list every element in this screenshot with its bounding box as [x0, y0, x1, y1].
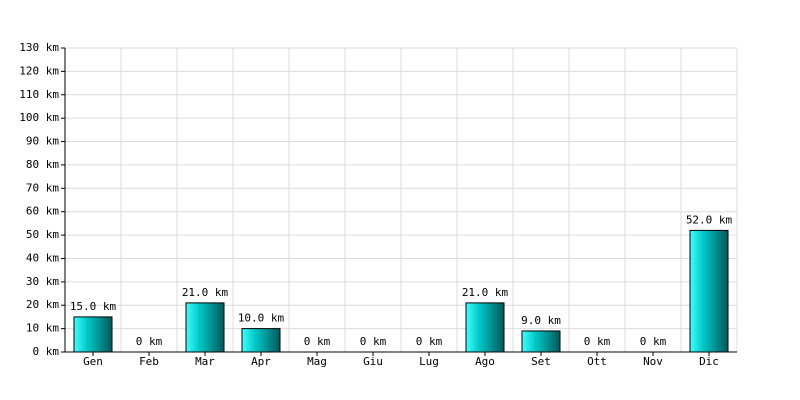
bar: [73, 316, 113, 353]
value-label: 0 km: [360, 335, 387, 348]
value-label: 0 km: [640, 335, 667, 348]
value-label: 52.0 km: [686, 213, 733, 226]
x-tick-label: Mar: [195, 355, 215, 368]
bar: [689, 229, 729, 353]
y-tick-label: 80 km: [26, 158, 59, 171]
value-label: 10.0 km: [238, 312, 285, 325]
value-label: 21.0 km: [462, 286, 509, 299]
y-tick-label: 90 km: [26, 135, 59, 148]
x-tick-label: Giu: [363, 355, 383, 368]
x-tick-label: Mag: [307, 355, 327, 368]
value-label: 0 km: [304, 335, 331, 348]
x-tick-label: Lug: [419, 355, 439, 368]
y-tick-label: 0 km: [33, 345, 60, 358]
x-tick-label: Nov: [643, 355, 663, 368]
y-tick-label: 40 km: [26, 251, 59, 264]
x-tick-label: Feb: [139, 355, 159, 368]
y-tick-label: 50 km: [26, 228, 59, 241]
x-tick-label: Gen: [83, 355, 103, 368]
value-label: 9.0 km: [521, 314, 561, 327]
value-label: 0 km: [416, 335, 443, 348]
y-tick-label: 10 km: [26, 322, 59, 335]
y-tick-label: 110 km: [19, 88, 59, 101]
x-tick-label: Ago: [475, 355, 495, 368]
y-tick-label: 20 km: [26, 298, 59, 311]
value-label: 0 km: [136, 335, 163, 348]
y-tick-label: 130 km: [19, 41, 59, 54]
y-tick-label: 120 km: [19, 64, 59, 77]
value-label: 15.0 km: [70, 300, 117, 313]
value-label: 21.0 km: [182, 286, 229, 299]
bar: [465, 302, 505, 353]
y-tick-label: 60 km: [26, 205, 59, 218]
grid: [65, 47, 738, 353]
y-tick-label: 70 km: [26, 181, 59, 194]
x-tick-label: Dic: [699, 355, 719, 368]
value-label: 0 km: [584, 335, 611, 348]
x-tick-label: Apr: [251, 355, 271, 368]
x-tick-label: Ott: [587, 355, 607, 368]
x-tick-label: Set: [531, 355, 551, 368]
y-tick-label: 100 km: [19, 111, 59, 124]
bar: [521, 330, 561, 353]
bar: [241, 328, 281, 353]
y-tick-label: 30 km: [26, 275, 59, 288]
bar: [185, 302, 225, 353]
marks: 0 km 10 km 20 km 30 km 40 km 50 km 60 km 70 km 8…: [19, 41, 737, 368]
